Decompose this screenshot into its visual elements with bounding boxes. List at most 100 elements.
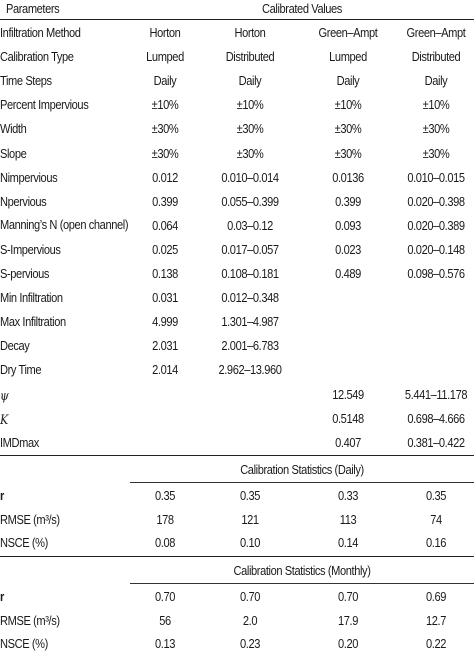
value-cell: 0.017–0.057 — [221, 242, 279, 257]
value-cell: 0.399 — [335, 194, 361, 209]
monthly-title-row: Calibration Statistics (Monthly) — [0, 560, 474, 583]
row-label: Slope — [0, 146, 27, 161]
value-cell: 4.999 — [152, 315, 178, 330]
value-cell — [403, 335, 470, 358]
value-cell: 0.489 — [335, 267, 361, 281]
value-cell — [403, 311, 470, 334]
value-cell: 0.064 — [152, 218, 178, 233]
table-row: Calibration Type Lumped Distributed Lumped D… — [0, 46, 474, 69]
value-cell — [134, 432, 196, 455]
value-cell: 121 — [241, 512, 259, 527]
table-row: RMSE (m³/s) 178 121 113 74 — [0, 509, 474, 532]
table-row: Dry Time 2.014 2.962–13.960 — [0, 359, 474, 382]
row-label: Manning’s N (open channel) — [0, 217, 129, 232]
row-label: RMSE (m³/s) — [0, 613, 60, 628]
value-cell: ±10% — [236, 98, 264, 113]
value-cell: 0.020–0.398 — [407, 194, 465, 209]
value-cell: ±30% — [334, 146, 362, 161]
daily-section-title: Calibration Statistics (Daily) — [240, 463, 364, 477]
value-cell: ±10% — [334, 98, 362, 113]
value-cell: Distributed — [411, 50, 461, 65]
row-label: NSCE (%) — [0, 637, 48, 651]
row-label: Calibration Type — [0, 50, 74, 65]
value-cell: 113 — [339, 512, 357, 527]
value-cell — [403, 287, 470, 310]
value-cell: 0.108–0.181 — [221, 267, 279, 281]
value-cell: 0.0136 — [332, 170, 364, 185]
value-cell: 74 — [430, 512, 442, 527]
value-cell: ±30% — [236, 122, 264, 137]
value-cell: 0.399 — [152, 194, 178, 209]
value-cell: 0.70 — [338, 590, 358, 604]
value-cell: 0.70 — [155, 590, 175, 604]
value-cell: 0.69 — [426, 590, 446, 604]
table-row: Percent Impervious ±10% ±10% ±10% ±10% — [0, 94, 474, 117]
value-cell: Daily — [153, 74, 177, 89]
value-cell: Lumped — [329, 50, 367, 65]
value-cell: 0.012–0.348 — [221, 291, 279, 306]
table-row: Slope ±30% ±30% ±30% ±30% — [0, 143, 474, 166]
value-cell — [310, 311, 386, 334]
row-label: IMDmax — [0, 435, 39, 450]
row-label: S-Impervious — [0, 242, 61, 257]
row-label: S-pervious — [0, 267, 50, 281]
value-cell: 0.35 — [240, 489, 260, 503]
row-label: Min Infiltration — [0, 291, 63, 306]
value-cell: 0.020–0.389 — [407, 218, 465, 233]
value-cell: 0.22 — [426, 637, 446, 651]
value-cell: 0.16 — [426, 536, 446, 550]
table-row: Min Infiltration 0.031 0.012–0.348 — [0, 287, 474, 310]
value-cell: 0.35 — [155, 489, 175, 503]
table-row: RMSE (m³/s) 56 2.0 17.9 12.7 — [0, 610, 474, 633]
value-cell: 2.001–6.783 — [221, 339, 279, 354]
row-label: NSCE (%) — [0, 536, 48, 550]
value-cell: 56 — [159, 613, 171, 628]
table-row: Nimpervious 0.012 0.010–0.014 0.0136 0.010–0… — [0, 167, 474, 190]
value-cell: 0.5148 — [332, 411, 364, 426]
value-cell: 0.055–0.399 — [221, 194, 279, 209]
value-cell: 0.698–4.666 — [407, 411, 465, 426]
value-cell: 0.023 — [335, 242, 361, 257]
header-calibrated-values: Calibrated Values — [262, 2, 342, 16]
value-cell — [210, 408, 289, 431]
value-cell — [210, 432, 289, 455]
value-cell: Lumped — [146, 50, 184, 65]
value-cell: 0.08 — [155, 536, 175, 550]
value-cell: ±10% — [151, 98, 179, 113]
value-cell: ±30% — [151, 122, 179, 137]
value-cell: 2.962–13.960 — [218, 363, 282, 378]
value-cell: 0.13 — [155, 637, 175, 651]
row-label: Npervious — [0, 194, 47, 209]
row-label: ψ — [0, 387, 9, 403]
row-label: Max Infiltration — [0, 315, 66, 330]
value-cell: Green–Ampt — [318, 26, 378, 40]
header-row: Parameters Calibrated Values — [0, 0, 474, 21]
value-cell: 0.407 — [335, 435, 361, 450]
value-cell: 2.014 — [152, 363, 178, 378]
value-cell — [310, 335, 386, 358]
value-cell: 0.14 — [338, 536, 358, 550]
value-cell: Distributed — [225, 50, 275, 65]
value-cell: Green–Ampt — [406, 26, 466, 40]
row-label: Time Steps — [0, 74, 52, 89]
value-cell: ±10% — [422, 98, 450, 113]
value-cell: 0.031 — [152, 291, 178, 306]
row-label: Percent Impervious — [0, 98, 89, 113]
value-cell — [210, 384, 289, 407]
table-row: K 0.5148 0.698–4.666 — [0, 408, 474, 431]
value-cell: 0.010–0.014 — [221, 170, 279, 185]
table-row: NSCE (%) 0.08 0.10 0.14 0.16 — [0, 532, 474, 555]
value-cell: 17.9 — [338, 613, 358, 628]
table-row: r 0.70 0.70 0.70 0.69 — [0, 586, 474, 609]
table-row: Decay 2.031 2.001–6.783 — [0, 335, 474, 358]
table-row: r 0.35 0.35 0.33 0.35 — [0, 485, 474, 508]
table-row: Infiltration Method Horton Horton Green–Amp… — [0, 22, 474, 45]
value-cell: 0.012 — [152, 170, 178, 185]
value-cell: 178 — [156, 512, 174, 527]
value-cell: 0.03–0.12 — [227, 218, 273, 233]
daily-title-underline — [130, 482, 474, 483]
section-rule-daily — [0, 455, 474, 456]
value-cell: 12.7 — [426, 613, 446, 628]
row-label: Width — [0, 122, 27, 137]
header-rule — [0, 19, 474, 20]
